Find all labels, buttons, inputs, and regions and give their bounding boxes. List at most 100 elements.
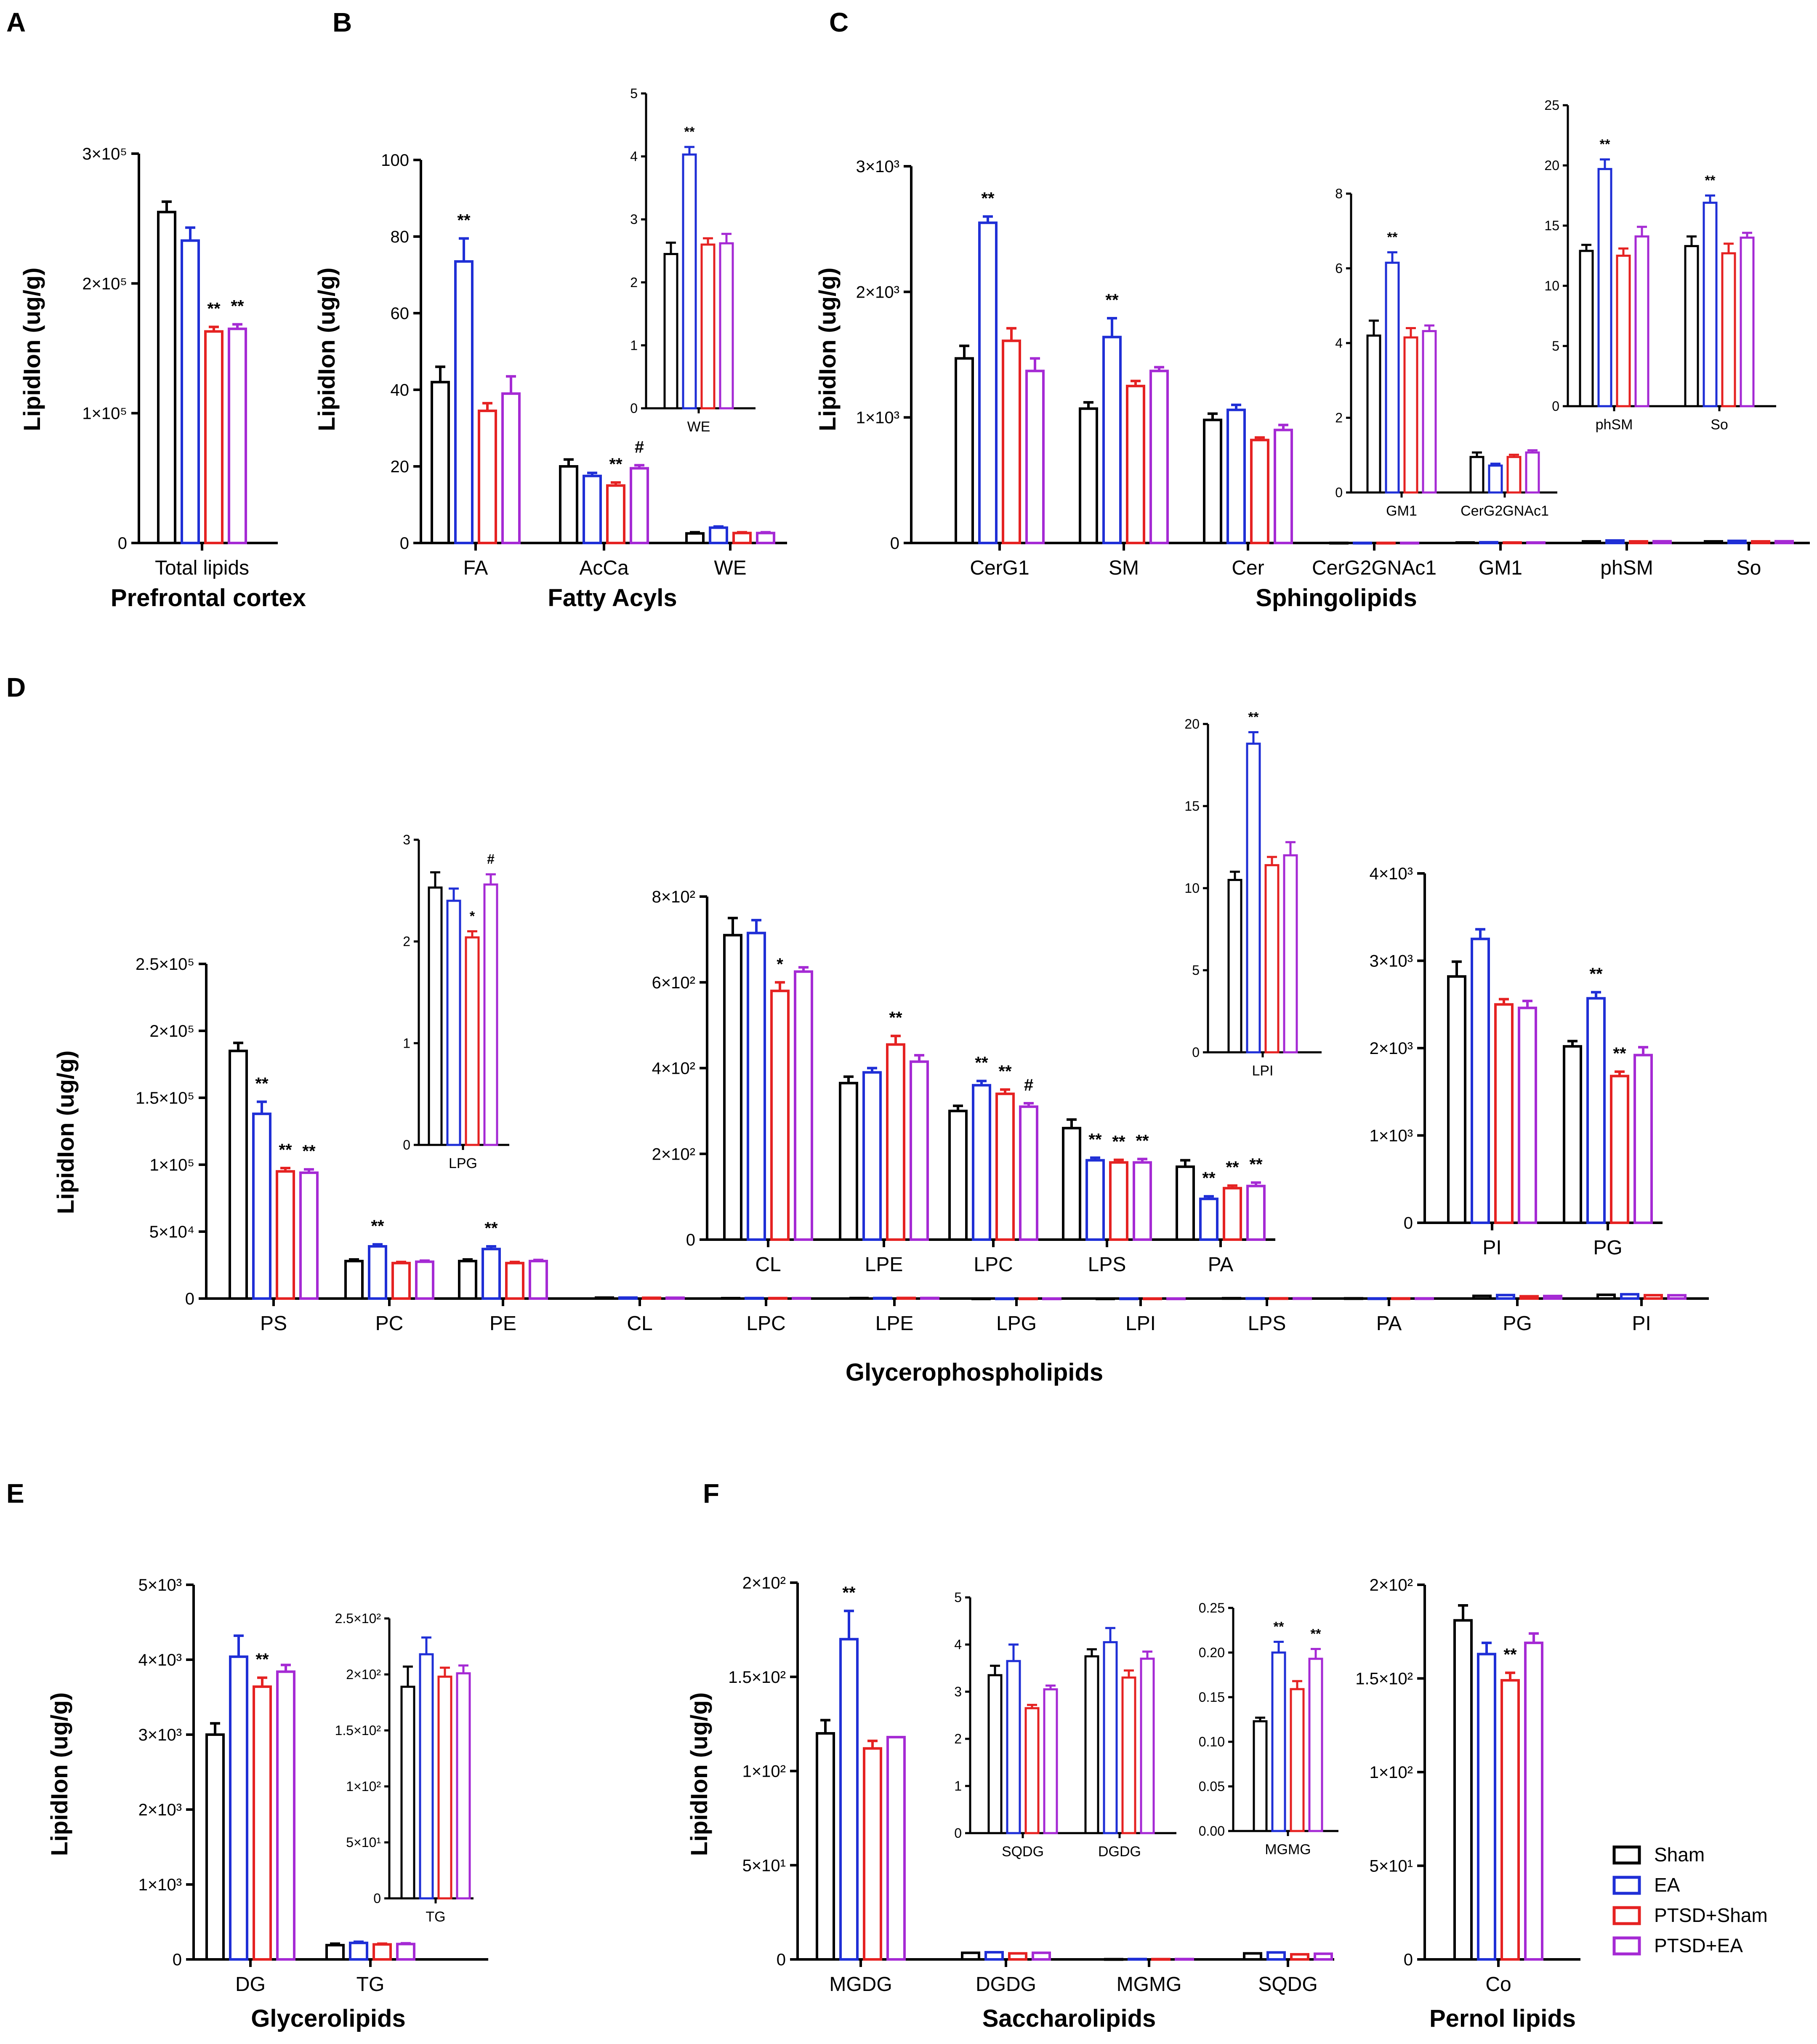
x-category-label: Cer [1232,557,1264,579]
panel-letter-f: F [703,1478,719,1509]
x-category-label: GM1 [1479,557,1522,579]
legend-swatch [1612,1936,1641,1956]
x-category-label: LPG [996,1312,1037,1335]
y-tick-label: 0.00 [1199,1823,1225,1839]
x-category-label: CL [627,1312,652,1335]
significance-mark: ** [457,211,471,230]
bar-ea [709,526,728,544]
y-tick-label: 4 [954,1637,962,1652]
bar-ptsd-sham [770,990,790,1241]
bar-sham [205,1733,225,1961]
bar-sham [1062,1127,1081,1241]
bar-ptsd-ea [719,242,734,410]
x-category-label: Co [1485,1973,1511,1996]
x-category-label: Total lipids [155,557,249,579]
bar-ptsd-ea [1667,1294,1687,1300]
bar-ptsd-ea [792,1297,811,1300]
panel-letter-a: A [6,7,26,37]
chart-F-inset-SQDG: 0 1 2 3 4 5 SQDG DGDG [954,1590,1176,1860]
bar-sham [948,1110,968,1241]
y-tick-label: 5×10¹ [346,1835,381,1850]
bar-ptsd-sham [505,1262,524,1300]
significance-mark: ** [279,1141,292,1159]
significance-mark: ** [1274,1619,1284,1634]
bar-ptsd-ea [920,1296,939,1300]
bar-sham [1684,245,1699,407]
y-tick-label: 100 [381,151,409,170]
significance-mark: # [635,438,644,456]
bar-ea [1226,408,1246,544]
bar-ptsd-ea [299,1171,319,1300]
bar-sham [1447,975,1466,1224]
x-category-label: phSM [1600,557,1653,579]
bar-ptsd-ea [1543,1294,1562,1300]
significance-mark: ** [1613,1044,1626,1063]
y-axis-title: LipidIon (ug/g) [52,1051,79,1214]
bar-sham [987,1674,1003,1834]
bar-sham [595,1296,614,1300]
bar-ptsd-ea [456,1672,471,1900]
y-tick-label: 0 [954,1826,962,1841]
bar-ea [1605,539,1625,544]
group-title: Glycerophospholipids [846,1359,1103,1386]
bar-ea [1727,539,1747,545]
bar-ea [482,1248,501,1300]
bar-ea [1496,1293,1515,1300]
bar-ptsd-ea [1652,540,1672,545]
y-tick-label: 5 [1192,963,1200,978]
y-tick-label: 15 [1544,218,1559,233]
significance-mark: ** [1600,137,1610,152]
bar-ptsd-sham [1644,1294,1663,1300]
significance-mark: ** [1248,710,1259,725]
bar-ptsd-sham [1121,1676,1136,1834]
x-category-label: LPE [875,1312,914,1335]
y-tick-label: 1 [954,1778,962,1794]
y-tick-label: 2×10⁵ [82,274,127,293]
bar-ptsd-sham [437,1675,452,1900]
y-tick-label: 2×10⁵ [149,1022,194,1041]
bar-sham [849,1296,869,1300]
bar-ptsd-ea [1634,235,1649,407]
bar-ea [1477,1653,1496,1961]
bar-sham [400,1685,415,1900]
chart-D-inset-PI: 0 1×10³ 2×10³ 3×10³ 4×10³ PI PG ** ** [1370,865,1663,1259]
legend: Sham EA PTSD+Sham PTSD+EA [1612,1844,1768,1956]
bar-ea [1479,541,1498,544]
x-category-label: PE [489,1312,516,1335]
bar-ptsd-sham [1008,1952,1027,1961]
significance-mark: ** [1705,173,1716,188]
significance-mark: * [777,955,783,974]
bar-ptsd-ea [1314,1952,1333,1961]
bar-sham [431,381,450,544]
bar-sham [1582,540,1601,545]
y-tick-label: 0 [1404,1951,1413,1969]
bar-ptsd-ea [1283,854,1298,1054]
bar-ptsd-ea [501,392,521,544]
bar-ptsd-ea [396,1943,415,1961]
y-tick-label: 5×10³ [138,1576,182,1594]
x-category-label: CerG1 [970,557,1029,579]
significance-mark: ** [684,124,695,139]
panel-letter-d: D [6,672,26,703]
x-category-label: So [1737,557,1761,579]
bar-ea [1103,1641,1118,1834]
y-tick-label: 2 [403,934,410,949]
y-tick-label: 5×10¹ [1370,1857,1413,1876]
bar-sham [1227,879,1242,1054]
bar-ea [1246,743,1261,1054]
y-tick-label: 0 [403,1137,410,1152]
chart-C-main: 0 1×10³ 2×10³ 3×10³ CerG1 SM Cer CerG2GNAc1 GM1 p… [814,157,1810,612]
bar-sham [458,1259,477,1300]
y-tick-label: 4×10³ [138,1651,182,1669]
y-tick-label: 0 [890,534,899,553]
chart-A-main: 0 1×10⁵ 2×10⁵ 3×10⁵ Total lipids ** ** LipidIon… [19,145,306,612]
bar-ea [972,1084,991,1241]
x-category-label: PS [260,1312,287,1335]
bar-sham [559,465,578,544]
x-category-label: PC [375,1312,404,1335]
group-title: Saccharolipids [982,2005,1156,2032]
x-category-label: PG [1593,1237,1622,1259]
bar-ptsd-sham [1024,1707,1040,1834]
legend-label: EA [1654,1874,1680,1896]
